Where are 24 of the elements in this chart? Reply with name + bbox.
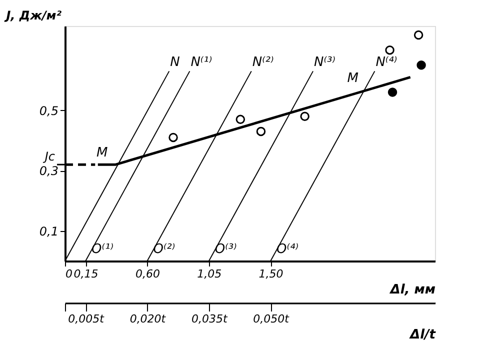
ref-line-label: Jc xyxy=(42,150,56,164)
annotation: O⁽²⁾ xyxy=(153,242,176,257)
x-axis-title: Δl, мм xyxy=(389,282,436,298)
annotation: N⁽³⁾ xyxy=(314,55,336,70)
annotation: M xyxy=(96,146,108,161)
x2-tick-label: 0,005t xyxy=(68,312,105,326)
y-tick-label: 0,1 xyxy=(39,224,58,238)
x2-tick-label: 0,020t xyxy=(130,312,166,326)
x-tick-label: 0,60 xyxy=(135,268,160,280)
annotation: N xyxy=(170,55,180,70)
annotation: N⁽⁴⁾ xyxy=(376,55,398,70)
y-axis-title: J, Дж/м² xyxy=(4,8,62,22)
x-tick-label: 0,15 xyxy=(74,268,98,280)
x-tick-label: 1,05 xyxy=(197,268,222,280)
x-tick-label: 0 xyxy=(66,268,72,280)
y-tick-label: 0,3 xyxy=(39,164,58,178)
x2-tick-label: 0,050t xyxy=(253,312,290,326)
y-tick-label: 0,5 xyxy=(39,104,58,118)
annotation: M xyxy=(347,71,358,86)
annotation: N⁽²⁾ xyxy=(252,55,274,70)
annotation: N⁽¹⁾ xyxy=(190,55,212,70)
x2-tick-label: 0,035t xyxy=(191,312,228,326)
x-tick-label: 1,50 xyxy=(258,268,284,280)
x2-axis-title: Δl/t xyxy=(409,328,436,342)
